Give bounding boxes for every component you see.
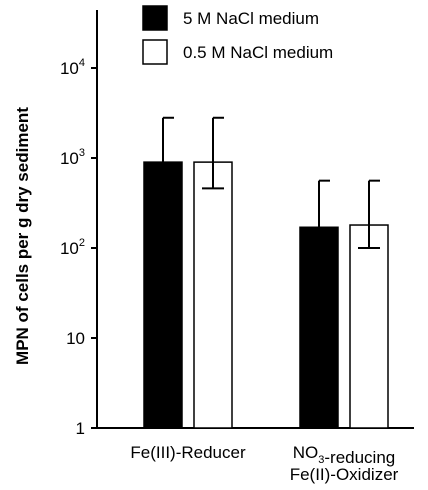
bar xyxy=(300,227,338,428)
y-tick-label: 104 xyxy=(60,57,85,78)
y-tick-label: 10 xyxy=(66,329,85,348)
y-axis: 1 10 102 103 104 xyxy=(60,10,97,438)
bar xyxy=(144,162,182,428)
bars xyxy=(144,118,388,428)
x-tick-label: NO3-reducing xyxy=(293,443,396,467)
legend-swatch xyxy=(143,6,167,30)
x-axis: Fe(III)-Reducer NO3-reducingFe(II)-Oxidiz… xyxy=(97,428,414,484)
legend-swatch xyxy=(143,40,167,64)
y-axis-label: MPN of cells per g dry sediment xyxy=(13,107,32,365)
y-tick-label: 103 xyxy=(60,147,85,168)
legend-label: 0.5 M NaCl medium xyxy=(183,43,333,62)
y-tick-label: 102 xyxy=(60,237,85,258)
legend-label: 5 M NaCl medium xyxy=(183,9,319,28)
y-tick-label: 1 xyxy=(76,419,85,438)
bar xyxy=(350,225,388,428)
legend: 5 M NaCl medium 0.5 M NaCl medium xyxy=(143,6,333,64)
x-tick-label: Fe(III)-Reducer xyxy=(130,443,246,462)
bar xyxy=(194,162,232,428)
x-tick-label: Fe(II)-Oxidizer xyxy=(290,465,399,484)
